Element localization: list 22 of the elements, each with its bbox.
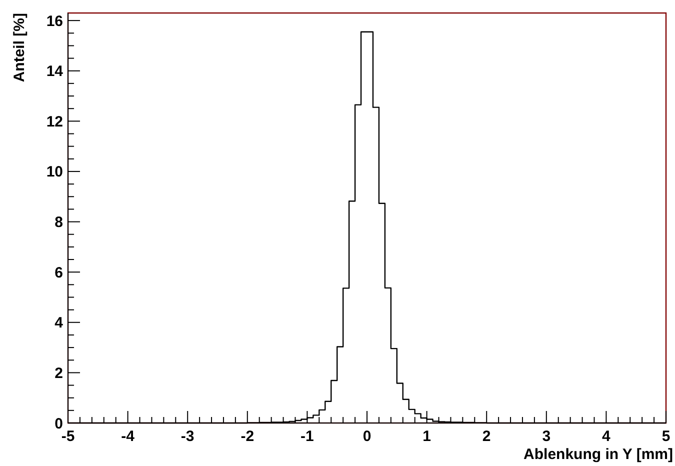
- x-axis-title: Ablenkung in Y [mm]: [524, 446, 673, 463]
- x-tick-label: -5: [61, 428, 75, 445]
- y-tick-label: 14: [46, 63, 64, 80]
- x-tick-label: -2: [240, 428, 254, 445]
- y-tick-label: 8: [54, 214, 63, 232]
- x-tick-label: 5: [662, 428, 670, 445]
- x-tick-label: 3: [542, 428, 551, 445]
- y-tick-label: 16: [46, 12, 63, 30]
- y-tick-label: 10: [46, 164, 63, 181]
- y-tick-label: 12: [46, 113, 63, 130]
- x-tick-label: -4: [121, 428, 136, 445]
- y-axis-title: Anteil [%]: [11, 13, 28, 82]
- x-tick-label: 0: [362, 428, 372, 445]
- y-tick-label: 2: [54, 364, 63, 382]
- x-tick-label: 2: [482, 428, 491, 445]
- x-tick-label: 4: [602, 428, 612, 445]
- y-tick-label: 6: [54, 264, 63, 282]
- y-tick-label: 4: [54, 314, 64, 332]
- x-tick-label: -1: [300, 428, 314, 445]
- x-tick-label: 1: [422, 428, 431, 445]
- x-tick-label: -3: [180, 428, 194, 445]
- y-tick-label: 0: [54, 415, 63, 432]
